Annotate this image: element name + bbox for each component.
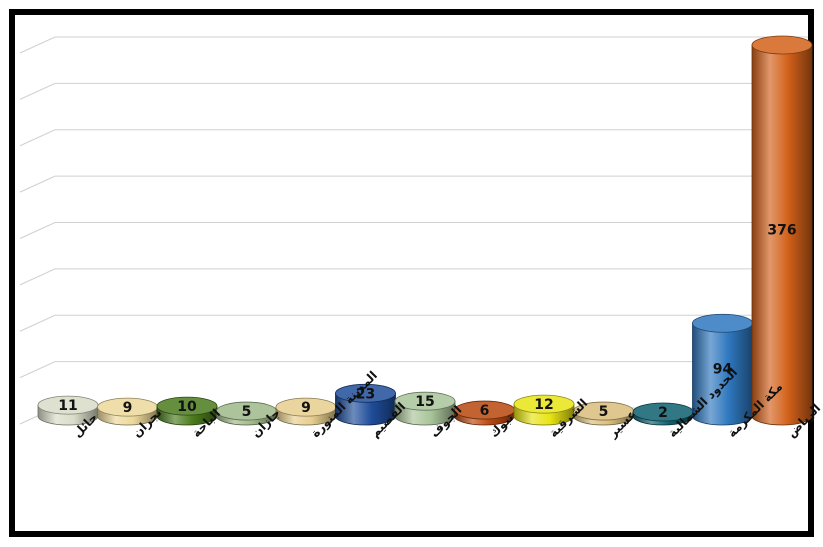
gridline: [19, 361, 808, 379]
bar: 23: [335, 383, 396, 426]
bar-top: [513, 394, 575, 414]
gridline: [19, 129, 808, 147]
gridline: [19, 222, 808, 239]
bar: 94: [692, 313, 753, 426]
value-label: 23: [356, 386, 375, 402]
bar: 376: [751, 35, 813, 426]
gridline: [19, 36, 808, 54]
gridlines: [19, 36, 808, 425]
bar-top: [335, 383, 396, 403]
value-label: 15: [415, 394, 434, 410]
bar: 6: [454, 400, 515, 426]
value-label: 9: [123, 400, 133, 416]
bar-top: [156, 396, 218, 416]
value-label: 6: [480, 403, 490, 419]
value-label: 10: [177, 399, 197, 415]
bar: 10: [156, 396, 218, 426]
bar: 12: [513, 394, 575, 426]
value-label: 12: [534, 397, 553, 413]
chart-border: [9, 9, 814, 537]
bar: 15: [394, 391, 456, 426]
value-label: 2: [658, 405, 668, 421]
bar-top: [394, 391, 456, 411]
value-label: 94: [713, 362, 733, 378]
bar: 5: [216, 401, 277, 426]
bars: 11 9 10 5 9 23 15 6 12 5 2 94 376: [37, 35, 813, 426]
value-label: 5: [599, 404, 609, 420]
bar-body: [751, 44, 813, 426]
bar-body: [692, 322, 753, 426]
value-label: 5: [242, 404, 252, 420]
gridline: [19, 175, 808, 193]
gridline: [19, 82, 808, 100]
gridline: [19, 314, 808, 332]
gridline: [19, 268, 808, 286]
bar: 9: [275, 397, 337, 426]
value-label: 11: [58, 398, 77, 414]
value-label: 376: [767, 223, 796, 239]
bar-top: [751, 35, 813, 55]
bar: 9: [97, 397, 158, 426]
value-label: 9: [301, 400, 311, 416]
bar-top: [692, 313, 753, 333]
bar: 2: [632, 402, 694, 426]
